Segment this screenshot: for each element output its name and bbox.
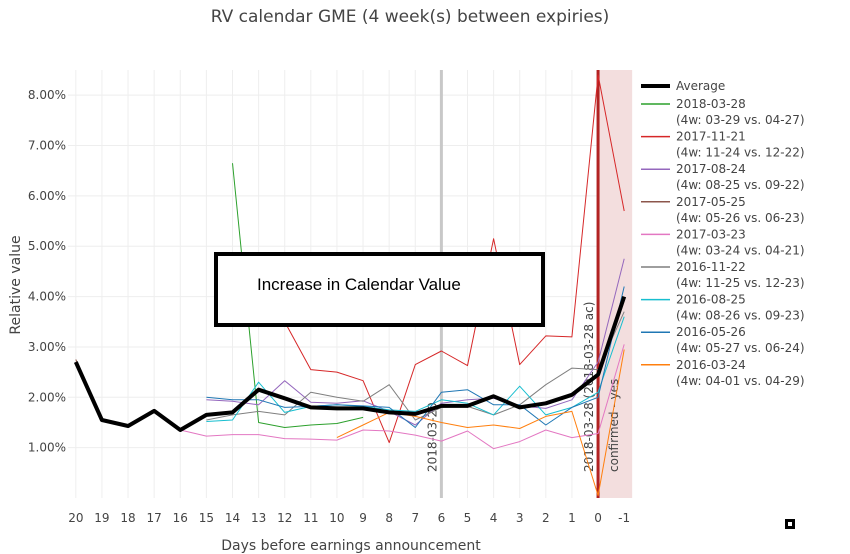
y-tick-label: 1.00%	[28, 441, 66, 455]
legend-sublabel: (4w: 03-29 vs. 04-27)	[676, 113, 805, 127]
legend-label: 2018-03-28	[676, 97, 746, 111]
legend-label: 2016-11-22	[676, 260, 746, 274]
x-tick-label: 5	[464, 511, 472, 525]
series-line[interactable]	[284, 74, 625, 444]
legend-item[interactable]: 2016-05-26 (4w: 05-27 vs. 06-24)	[641, 325, 805, 355]
legend-label: 2016-05-26	[676, 325, 746, 339]
legend-item[interactable]: 2017-03-23 (4w: 03-24 vs. 04-21)	[641, 227, 805, 257]
legend-item[interactable]: 2017-11-21 (4w: 11-24 vs. 12-22)	[641, 130, 805, 160]
x-tick-label: 1	[568, 511, 576, 525]
legend-sublabel: (4w: 04-01 vs. 04-29)	[676, 374, 805, 388]
x-tick-label: 18	[120, 511, 135, 525]
x-tick-label: 11	[303, 511, 318, 525]
legend-sublabel: (4w: 08-26 vs. 09-23)	[676, 309, 805, 323]
y-tick-label: 4.00%	[28, 290, 66, 304]
legend-item[interactable]: 2016-08-25 (4w: 08-26 vs. 09-23)	[641, 293, 805, 323]
series-line[interactable]	[75, 344, 625, 450]
legend-label: 2017-05-25	[676, 195, 746, 209]
legend-item[interactable]: 2016-03-24 (4w: 04-01 vs. 04-29)	[641, 358, 805, 388]
x-tick-label: 20	[68, 511, 83, 525]
x-tick-label: 0	[594, 511, 602, 525]
x-tick-label: 12	[277, 511, 292, 525]
x-tick-label: 6	[438, 511, 446, 525]
y-tick-label: 3.00%	[28, 340, 66, 354]
legend-sublabel: (4w: 08-25 vs. 09-22)	[676, 178, 805, 192]
series-line[interactable]	[232, 163, 364, 428]
legend-label: 2017-08-24	[676, 162, 746, 176]
series-line[interactable]	[206, 316, 625, 422]
legend-item[interactable]: 2016-11-22 (4w: 11-25 vs. 12-23)	[641, 260, 805, 290]
legend-sublabel: (4w: 11-25 vs. 12-23)	[676, 276, 805, 290]
x-tick-label: 16	[173, 511, 188, 525]
legend-item[interactable]: 2017-05-25 (4w: 05-26 vs. 06-23)	[641, 195, 805, 225]
y-tick-label: 6.00%	[28, 189, 66, 203]
legend-sublabel: (4w: 11-24 vs. 12-22)	[676, 146, 805, 160]
legend-item[interactable]: Average	[641, 79, 725, 93]
x-tick-label: 14	[225, 511, 240, 525]
x-tick-label: 13	[251, 511, 266, 525]
x-tick-label: 9	[359, 511, 367, 525]
x-tick-label: 10	[329, 511, 344, 525]
y-axis-label: Relative value	[8, 235, 24, 334]
confirmed-shade	[598, 70, 633, 498]
series-line[interactable]	[206, 258, 625, 426]
legend-item[interactable]: 2018-03-28 (4w: 03-29 vs. 04-27)	[641, 97, 805, 127]
x-axis-label: Days before earnings announcement	[221, 538, 481, 554]
x-tick-label: 15	[199, 511, 214, 525]
confirmed-region: confirmed - yes	[598, 70, 633, 498]
series-lines	[73, 74, 627, 496]
x-tick-label: 17	[147, 511, 162, 525]
confirmed-label: confirmed - yes	[607, 379, 621, 472]
legend-sublabel: (4w: 03-24 vs. 04-21)	[676, 243, 805, 257]
y-tick-label: 7.00%	[28, 139, 66, 153]
legend-label: 2017-11-21	[676, 130, 746, 144]
series-line[interactable]	[336, 349, 625, 496]
legend-label: 2016-03-24	[676, 358, 746, 372]
series-line[interactable]	[73, 295, 627, 432]
chart-title: RV calendar GME (4 week(s) between expir…	[211, 7, 610, 27]
x-tick-label: 2	[542, 511, 550, 525]
vertical-marker-label: 2018-03-20	[425, 402, 439, 472]
annotation-box: Increase in Calendar Value	[214, 252, 545, 327]
x-tick-label: -1	[618, 511, 630, 525]
legend-label: 2016-08-25	[676, 293, 746, 307]
legend-label: Average	[676, 79, 725, 93]
modebar-icon[interactable]	[785, 519, 795, 529]
annotation-text: Increase in Calendar Value	[257, 275, 461, 294]
x-axis-ticks: 20 19 18 17 16 15 14 13 12 11 10 9 8 7 6 5 4 3 2 1 0 -1	[68, 511, 630, 525]
legend-item[interactable]: 2017-08-24 (4w: 08-25 vs. 09-22)	[641, 162, 805, 192]
series-line[interactable]	[206, 311, 625, 421]
legend-sublabel: (4w: 05-27 vs. 06-24)	[676, 341, 805, 355]
x-tick-label: 19	[94, 511, 109, 525]
legend-label: 2017-03-23	[676, 227, 746, 241]
y-tick-label: 5.00%	[28, 239, 66, 253]
legend-sublabel: (4w: 05-26 vs. 06-23)	[676, 211, 805, 225]
y-axis-ticks: 1.00% 2.00% 3.00% 4.00% 5.00% 6.00% 7.00% 8.00%	[28, 88, 66, 454]
y-tick-label: 8.00%	[28, 88, 66, 102]
series-line[interactable]	[206, 286, 625, 428]
y-tick-label: 2.00%	[28, 390, 66, 404]
x-tick-label: 4	[490, 511, 498, 525]
x-tick-label: 3	[516, 511, 524, 525]
x-tick-label: 8	[385, 511, 393, 525]
vertical-marker-label: 2018-03-28 (2018-03-28 ac)	[582, 302, 596, 472]
x-tick-label: 7	[411, 511, 419, 525]
